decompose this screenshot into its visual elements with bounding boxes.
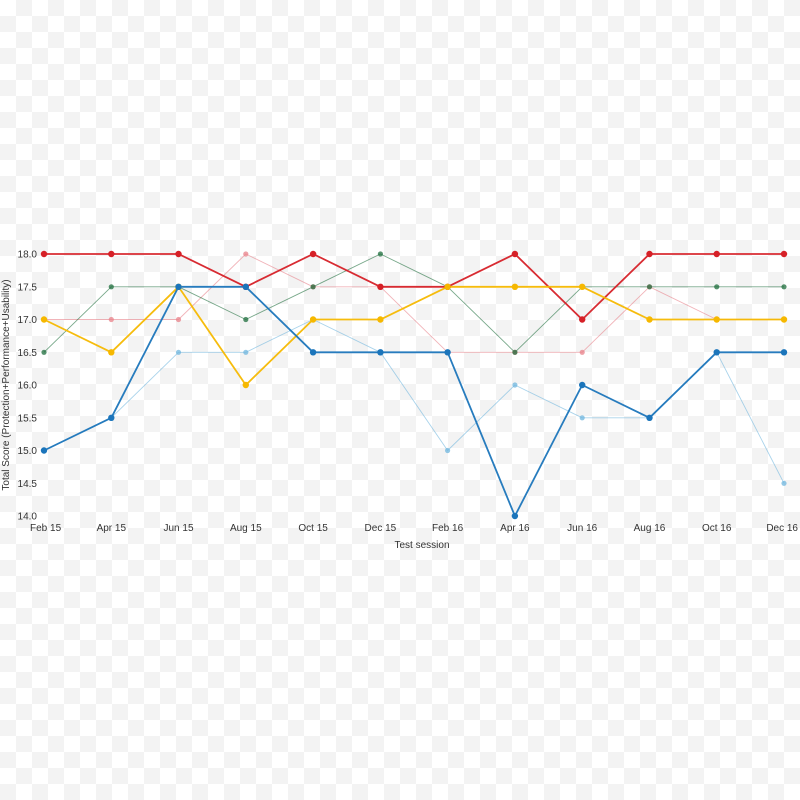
series-lines <box>43 253 785 517</box>
y-tick-label: 17.5 <box>18 282 38 293</box>
y-axis-title: Total Score (Protection+Performance+Usab… <box>1 279 12 490</box>
data-point[interactable] <box>309 316 317 323</box>
x-tick-label: Oct 15 <box>298 523 328 534</box>
x-tick-label: Feb 16 <box>432 523 464 534</box>
data-point[interactable] <box>243 349 249 355</box>
y-tick-label: 14.5 <box>18 479 38 490</box>
data-point[interactable] <box>108 316 114 323</box>
data-point[interactable] <box>780 316 788 323</box>
y-tick-label: 15.0 <box>18 446 38 457</box>
data-point[interactable] <box>579 316 586 323</box>
data-point[interactable] <box>310 284 316 290</box>
data-point[interactable] <box>579 381 586 389</box>
data-point[interactable] <box>377 316 384 323</box>
data-point[interactable] <box>713 250 720 258</box>
x-tick-label: Dec 16 <box>766 523 798 534</box>
x-axis-title: Test session <box>394 540 449 551</box>
data-point[interactable] <box>646 414 653 421</box>
data-point[interactable] <box>445 447 451 454</box>
data-point[interactable] <box>377 251 383 257</box>
data-point[interactable] <box>511 250 519 258</box>
series-line-1 <box>44 253 784 321</box>
data-point[interactable] <box>713 349 720 356</box>
data-point[interactable] <box>780 349 788 356</box>
data-point[interactable] <box>444 349 451 356</box>
series-points <box>40 250 788 520</box>
y-tick-label: 17.0 <box>18 315 38 326</box>
data-point[interactable] <box>243 316 249 323</box>
x-tick-label: Aug 15 <box>230 523 262 534</box>
x-tick-label: Apr 15 <box>97 523 127 534</box>
y-tick-label: 15.5 <box>18 413 38 424</box>
data-point[interactable] <box>511 512 519 520</box>
data-point[interactable] <box>780 250 788 258</box>
x-tick-label: Feb 15 <box>30 523 62 534</box>
x-tick-label: Oct 16 <box>702 523 732 534</box>
y-tick-label: 14.0 <box>18 512 38 523</box>
data-point[interactable] <box>579 415 585 421</box>
series-line-2 <box>44 253 784 353</box>
data-point[interactable] <box>175 250 182 258</box>
series-line-4 <box>43 285 784 386</box>
data-point[interactable] <box>713 316 720 323</box>
x-axis-ticks: Feb 15 Apr 15 Jun 15 Aug 15 Oct 15 Dec 15 Feb … <box>30 523 798 534</box>
data-point[interactable] <box>108 250 115 258</box>
y-axis-ticks: 18.0 17.5 17.0 16.5 16.0 15.5 15.0 14.5 14.0 <box>18 250 38 523</box>
data-point[interactable] <box>41 349 47 355</box>
data-point[interactable] <box>40 316 48 323</box>
data-point[interactable] <box>579 283 586 290</box>
y-tick-label: 16.0 <box>18 381 38 392</box>
data-point[interactable] <box>108 349 115 356</box>
data-point[interactable] <box>444 283 451 290</box>
series-line-3 <box>43 253 784 353</box>
data-point[interactable] <box>579 349 585 355</box>
data-point[interactable] <box>175 316 182 323</box>
data-point[interactable] <box>646 316 653 323</box>
data-point[interactable] <box>512 382 518 388</box>
data-point[interactable] <box>108 414 115 421</box>
data-point[interactable] <box>175 349 182 355</box>
data-point[interactable] <box>40 447 48 454</box>
data-point[interactable] <box>646 250 653 258</box>
series-line-6 <box>43 319 785 484</box>
data-point[interactable] <box>40 250 48 258</box>
data-point[interactable] <box>309 250 317 258</box>
y-tick-label: 18.0 <box>18 250 38 261</box>
data-point[interactable] <box>781 480 787 486</box>
data-point[interactable] <box>646 284 653 290</box>
data-point[interactable] <box>714 284 720 290</box>
data-point[interactable] <box>242 381 249 389</box>
x-tick-label: Jun 16 <box>567 523 597 534</box>
data-point[interactable] <box>377 349 384 356</box>
x-tick-label: Dec 15 <box>365 523 397 534</box>
data-point[interactable] <box>309 349 317 356</box>
data-point[interactable] <box>512 349 518 355</box>
series-line-5 <box>43 285 784 517</box>
x-tick-label: Aug 16 <box>634 523 666 534</box>
data-point[interactable] <box>242 283 249 290</box>
x-tick-label: Jun 15 <box>163 523 193 534</box>
x-tick-label: Apr 16 <box>500 523 530 534</box>
data-point[interactable] <box>108 284 114 290</box>
data-point[interactable] <box>511 283 519 290</box>
y-tick-label: 16.5 <box>18 348 38 359</box>
data-point[interactable] <box>175 283 182 290</box>
data-point[interactable] <box>377 283 384 290</box>
data-point[interactable] <box>243 251 249 257</box>
data-point[interactable] <box>781 284 787 290</box>
